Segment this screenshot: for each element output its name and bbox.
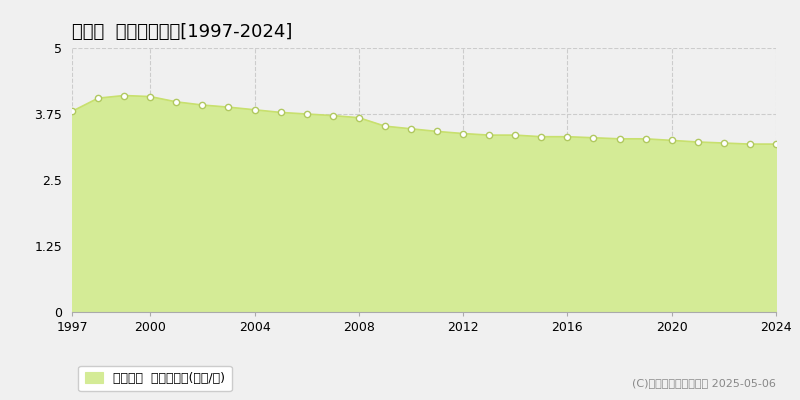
Legend: 基準地価  平均坪単価(万円/坪): 基準地価 平均坪単価(万円/坪): [78, 366, 231, 391]
Text: 川場村  基準地価推移[1997-2024]: 川場村 基準地価推移[1997-2024]: [72, 23, 292, 41]
Text: (C)土地価格ドットコム 2025-05-06: (C)土地価格ドットコム 2025-05-06: [632, 378, 776, 388]
